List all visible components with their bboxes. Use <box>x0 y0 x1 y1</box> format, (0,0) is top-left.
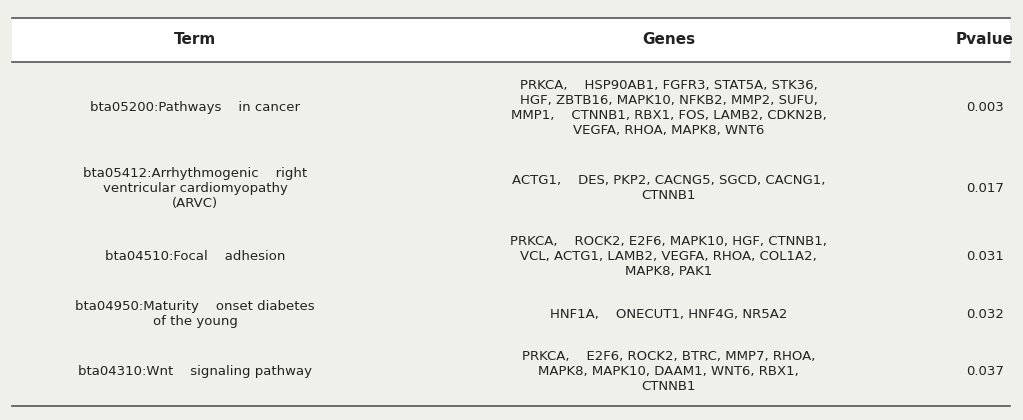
Text: PRKCA,    E2F6, ROCK2, BTRC, MMP7, RHOA,
MAPK8, MAPK10, DAAM1, WNT6, RBX1,
CTNNB: PRKCA, E2F6, ROCK2, BTRC, MMP7, RHOA, MA… <box>522 350 815 393</box>
Text: bta04510:Focal    adhesion: bta04510:Focal adhesion <box>104 250 285 263</box>
Text: HNF1A,    ONECUT1, HNF4G, NR5A2: HNF1A, ONECUT1, HNF4G, NR5A2 <box>550 308 788 321</box>
Text: bta04310:Wnt    signaling pathway: bta04310:Wnt signaling pathway <box>78 365 312 378</box>
Text: Pvalue: Pvalue <box>955 32 1014 47</box>
Text: 0.032: 0.032 <box>966 308 1004 321</box>
Text: PRKCA,    ROCK2, E2F6, MAPK10, HGF, CTNNB1,
VCL, ACTG1, LAMB2, VEGFA, RHOA, COL1: PRKCA, ROCK2, E2F6, MAPK10, HGF, CTNNB1,… <box>510 236 828 278</box>
Text: Term: Term <box>174 32 216 47</box>
Text: 0.037: 0.037 <box>966 365 1004 378</box>
Text: bta05412:Arrhythmogenic    right
ventricular cardiomyopathy
(ARVC): bta05412:Arrhythmogenic right ventricula… <box>83 167 307 210</box>
Text: bta04950:Maturity    onset diabetes
of the young: bta04950:Maturity onset diabetes of the … <box>76 300 315 328</box>
Text: bta05200:Pathways    in cancer: bta05200:Pathways in cancer <box>90 101 300 114</box>
Text: ACTG1,    DES, PKP2, CACNG5, SGCD, CACNG1,
CTNNB1: ACTG1, DES, PKP2, CACNG5, SGCD, CACNG1, … <box>513 174 826 202</box>
Text: 0.017: 0.017 <box>966 181 1004 194</box>
Text: PRKCA,    HSP90AB1, FGFR3, STAT5A, STK36,
HGF, ZBTB16, MAPK10, NFKB2, MMP2, SUFU: PRKCA, HSP90AB1, FGFR3, STAT5A, STK36, H… <box>510 79 827 137</box>
Bar <box>11 18 1011 62</box>
Text: 0.003: 0.003 <box>966 101 1004 114</box>
Text: Genes: Genes <box>642 32 696 47</box>
Text: 0.031: 0.031 <box>966 250 1004 263</box>
